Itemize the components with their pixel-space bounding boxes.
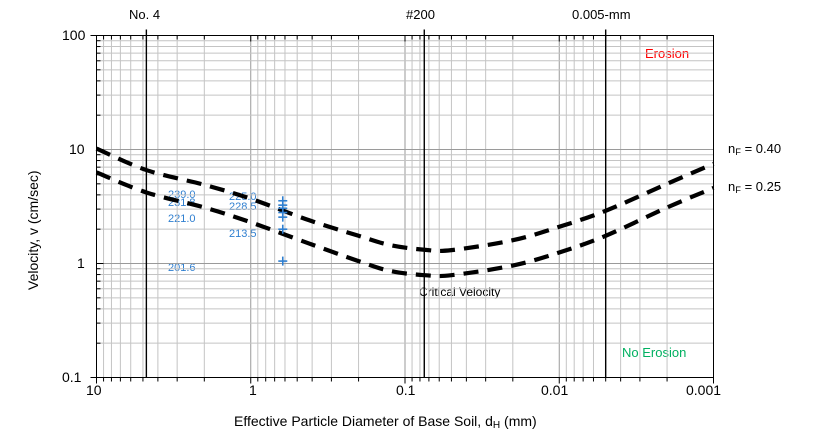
- plot-frame: [96, 35, 714, 378]
- data-point-label: 231.8: [168, 197, 196, 209]
- data-point-markers: [278, 196, 288, 266]
- reference-line-label-200: #200: [406, 7, 435, 22]
- data-point-label: 201.6: [168, 262, 196, 274]
- reference-line-label-no4: No. 4: [129, 7, 161, 22]
- curves: [95, 146, 715, 279]
- data-point-label: 221.0: [168, 213, 196, 225]
- y-tick-label-10: 10: [69, 141, 85, 157]
- series-label-nf-025: nF = 0.25: [728, 180, 781, 195]
- x-axis-title-main: Effective Particle Diameter of Base Soil…: [234, 413, 493, 429]
- series-label-nf-040-sub: F: [735, 147, 741, 158]
- x-tick-label-1: 1: [249, 382, 257, 398]
- x-axis-title: Effective Particle Diameter of Base Soil…: [234, 414, 537, 431]
- series-label-nf-040-tail: = 0.40: [740, 141, 782, 156]
- x-tick-label-10: 10: [86, 382, 102, 398]
- gridlines: [96, 35, 714, 378]
- series-label-nf-040: nF = 0.40: [728, 142, 781, 157]
- x-tick-label-01: 0.1: [396, 382, 416, 398]
- x-axis-title-subscript: H: [492, 420, 501, 432]
- annotation-no-erosion: No Erosion: [622, 345, 687, 360]
- reference-lines: [145, 29, 607, 378]
- reference-line-label-0005mm: 0.005-mm: [572, 7, 631, 22]
- data-point-label: 213.5: [229, 228, 257, 240]
- series-label-nf-040-main: n: [728, 141, 736, 156]
- y-tick-label-100: 100: [62, 27, 86, 43]
- y-tick-label-01: 0.1: [62, 369, 82, 385]
- series-label-nf-025-main: n: [728, 179, 736, 194]
- x-tick-label-001: 0.01: [541, 382, 569, 398]
- series-label-nf-025-tail: = 0.25: [740, 179, 782, 194]
- x-tick-label-0001: 0.001: [686, 382, 722, 398]
- y-tick-label-1: 1: [77, 255, 85, 271]
- series-label-nf-025-sub: F: [735, 185, 741, 196]
- x-axis-title-unit: (mm): [500, 413, 537, 429]
- data-point-label: 228.5: [229, 201, 257, 213]
